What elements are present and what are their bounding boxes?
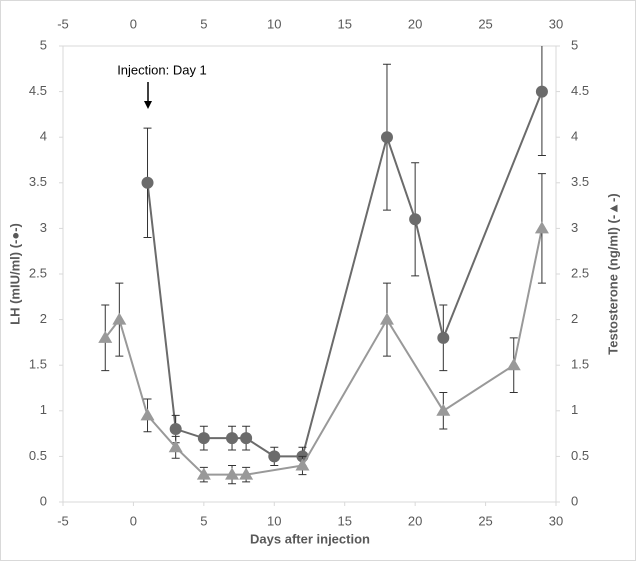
marker (535, 85, 548, 98)
y2-tick-label: 1.5 (571, 357, 589, 372)
plot (98, 46, 549, 485)
marker (225, 467, 240, 480)
y-axis-title: LH (mIU/ml) (-●-) (7, 223, 22, 325)
y-tick-label: 5 (40, 37, 47, 52)
y-tick-label: 2 (40, 311, 47, 326)
marker (436, 403, 451, 416)
y-tick-label: 3 (40, 220, 47, 235)
y-tick-label: 1 (40, 402, 47, 417)
marker (506, 358, 521, 371)
x-tick-label: 15 (337, 513, 351, 528)
marker (295, 458, 310, 471)
y-tick-label: 0.5 (29, 448, 47, 463)
x2-tick-label: -5 (57, 16, 69, 31)
y2-tick-label: 3 (571, 220, 578, 235)
x2-tick-label: 15 (337, 16, 351, 31)
y2-tick-label: 3.5 (571, 174, 589, 189)
y2-tick-label: 1 (571, 402, 578, 417)
y-tick-label: 0 (40, 493, 47, 508)
x-axis-title: Days after injection (250, 531, 370, 546)
marker (169, 423, 182, 436)
y-tick-label: 2.5 (29, 265, 47, 280)
x-tick-label: 5 (200, 513, 207, 528)
marker (239, 467, 254, 480)
x2-tick-label: 0 (130, 16, 137, 31)
y-tick-label: 3.5 (29, 174, 47, 189)
x2-tick-label: 5 (200, 16, 207, 31)
x-tick-label: 20 (408, 513, 422, 528)
marker (98, 330, 113, 343)
x-tick-label: 30 (549, 513, 563, 528)
marker (534, 221, 549, 234)
y2-tick-label: 2 (571, 311, 578, 326)
y2-tick-label: 5 (571, 37, 578, 52)
x-tick-label: 0 (130, 513, 137, 528)
marker (437, 331, 450, 344)
x2-tick-label: 20 (408, 16, 422, 31)
marker (409, 213, 422, 226)
marker (112, 312, 127, 325)
y2-axis-title: Testosterone (ng/ml) (-▲-) (605, 193, 620, 354)
marker (168, 440, 183, 453)
y2-tick-label: 2.5 (571, 265, 589, 280)
marker (197, 432, 210, 445)
x2-tick-label: 10 (267, 16, 281, 31)
marker (380, 131, 393, 144)
x-tick-label: -5 (57, 513, 69, 528)
marker (141, 176, 154, 189)
marker (379, 312, 394, 325)
x-tick-label: 25 (478, 513, 492, 528)
marker (140, 408, 155, 421)
marker (268, 450, 281, 463)
y2-tick-label: 0 (571, 493, 578, 508)
y-tick-label: 4 (40, 129, 47, 144)
x-tick-label: 10 (267, 513, 281, 528)
annotation: Injection: Day 1 (117, 62, 207, 77)
y-tick-label: 1.5 (29, 357, 47, 372)
y2-tick-label: 4.5 (571, 83, 589, 98)
series-line (104, 228, 543, 476)
y-tick-label: 4.5 (29, 83, 47, 98)
annotation-arrowhead (144, 101, 152, 109)
x2-tick-label: 30 (549, 16, 563, 31)
y2-tick-label: 0.5 (571, 448, 589, 463)
y2-tick-label: 4 (571, 129, 578, 144)
x2-tick-label: 25 (478, 16, 492, 31)
marker (196, 467, 211, 480)
marker (240, 432, 253, 445)
marker (226, 432, 239, 445)
